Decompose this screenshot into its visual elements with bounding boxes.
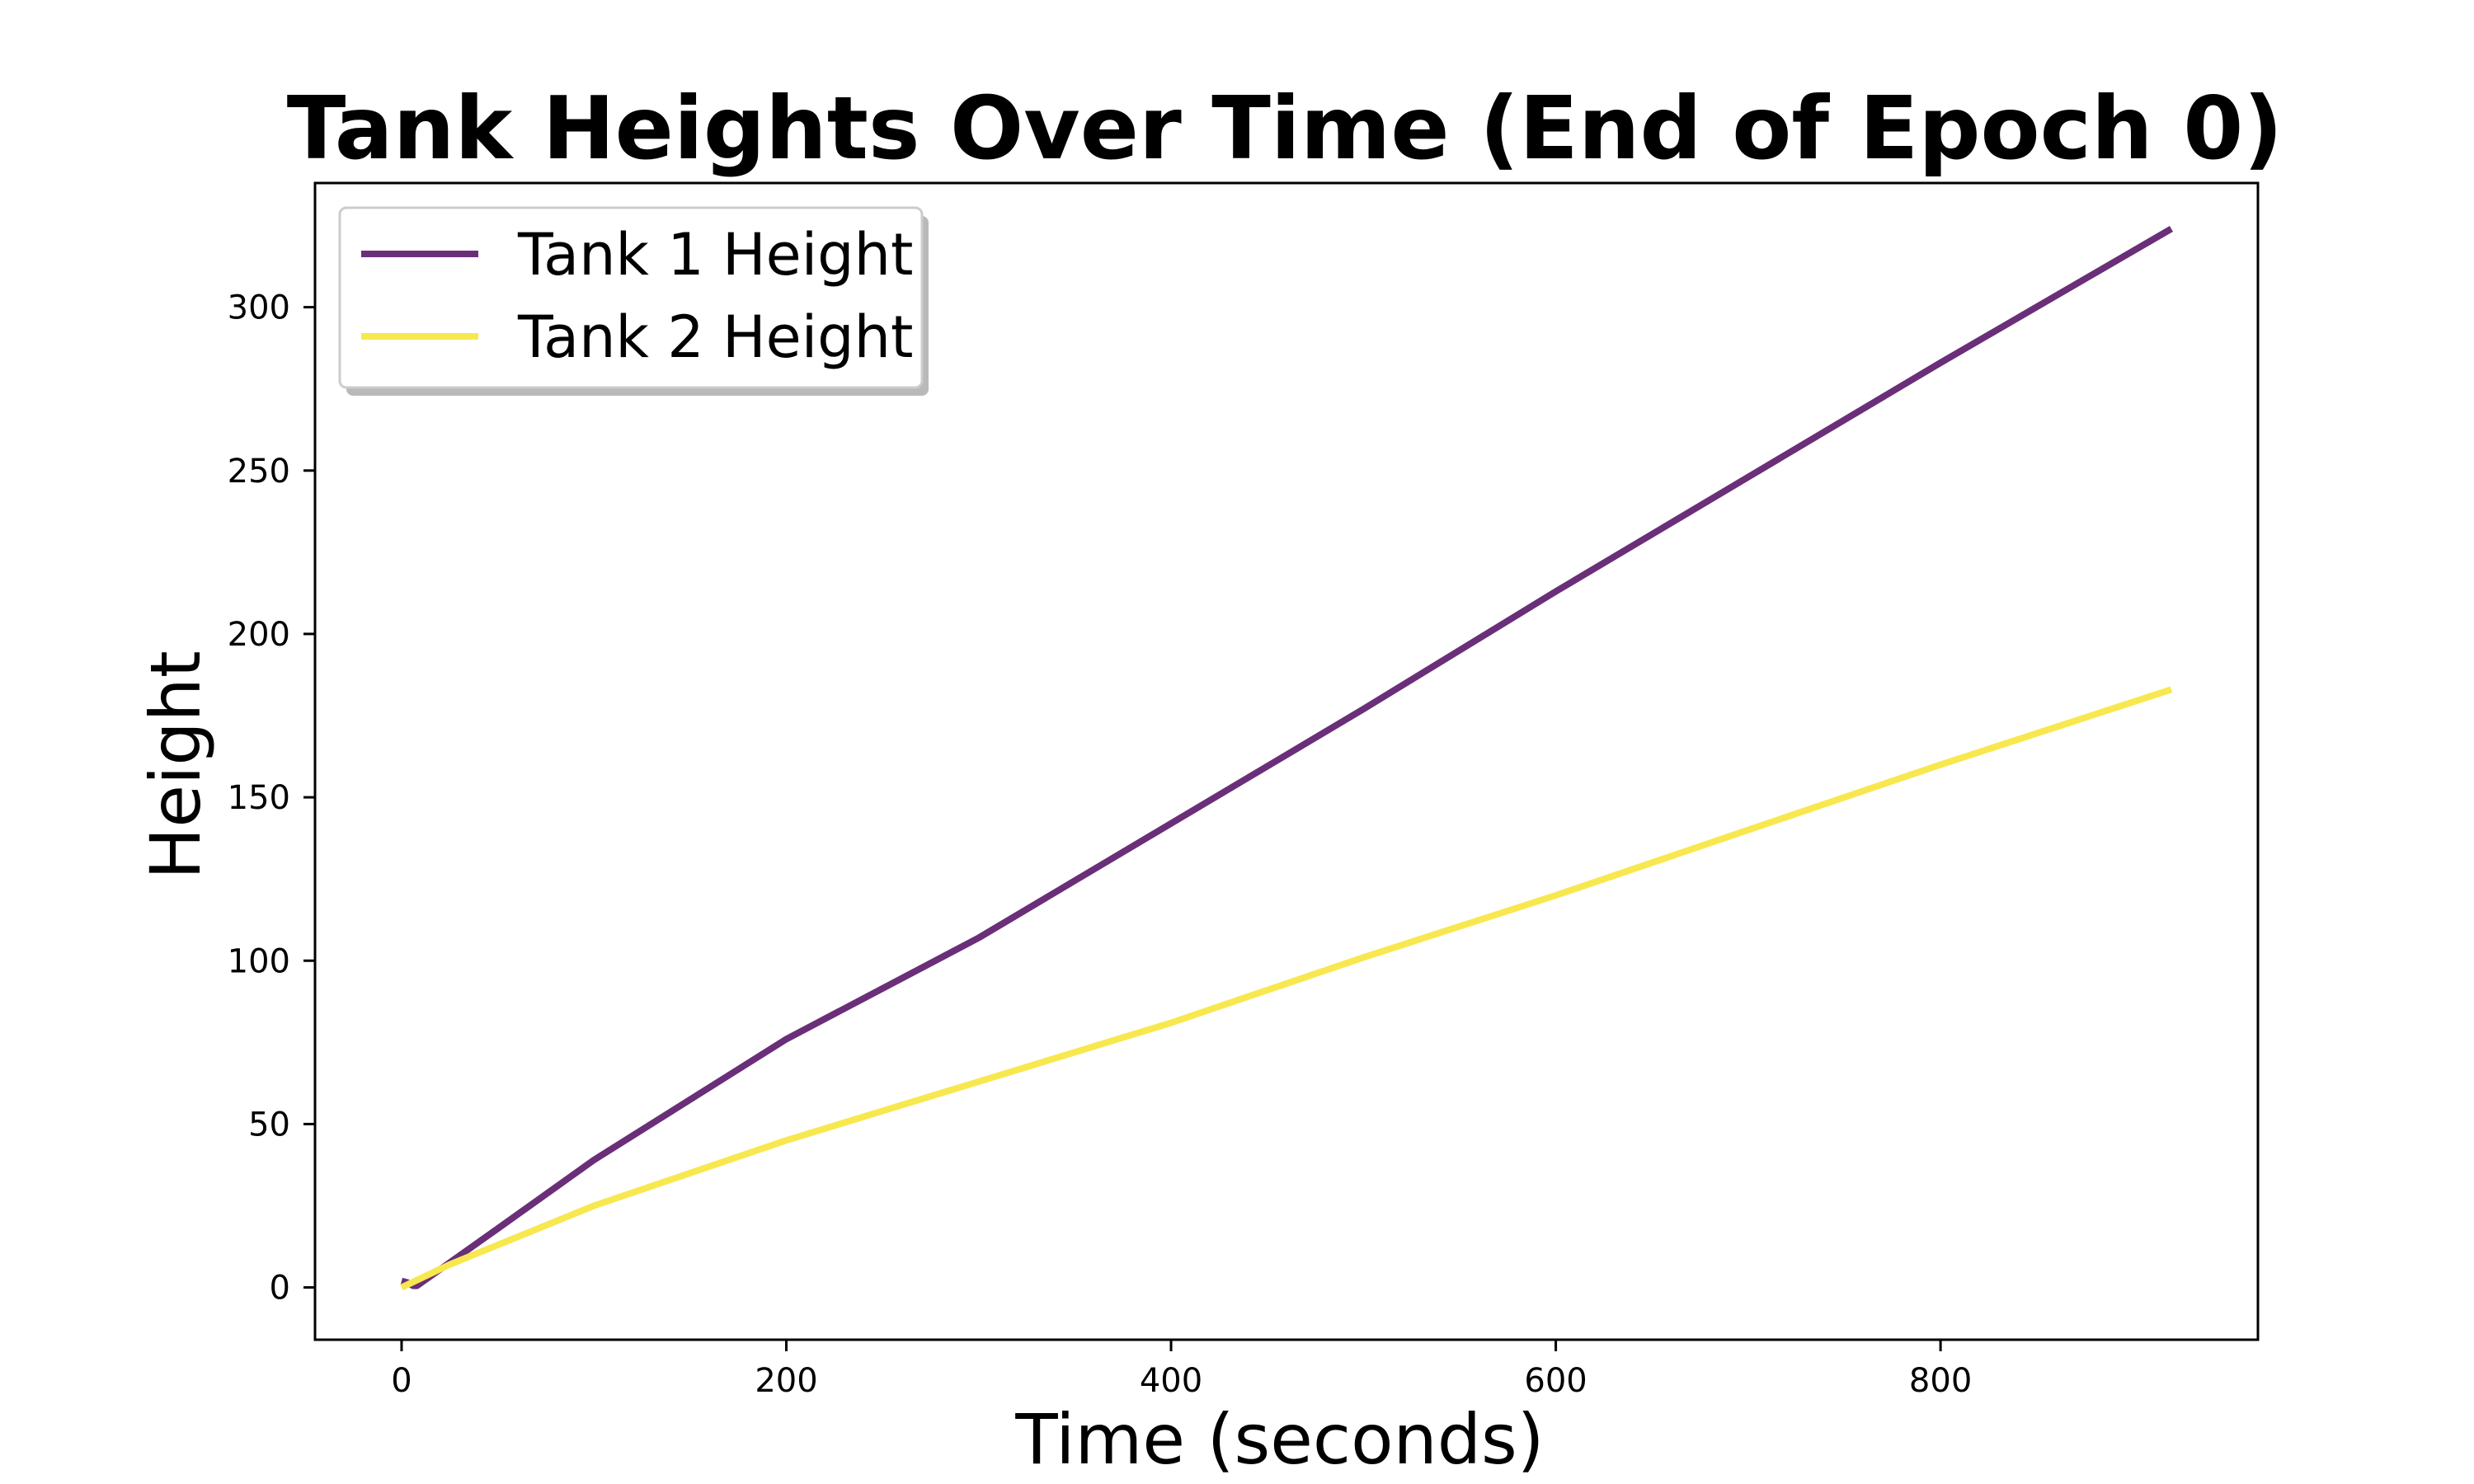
chart-title: Tank Heights Over Time (End of Epoch 0) xyxy=(287,78,2284,179)
y-axis-label: Height xyxy=(135,650,216,880)
series-line-2 xyxy=(400,686,2173,1291)
y-tick-label: 150 xyxy=(228,779,290,817)
y-tick-label: 250 xyxy=(228,453,290,491)
y-tick-label: 0 xyxy=(270,1270,290,1308)
legend-box xyxy=(338,206,924,389)
y-tick-label: 50 xyxy=(248,1106,290,1144)
x-axis: 0 200 400 600 800 xyxy=(391,1340,1972,1400)
y-axis: 0 50 100 150 200 250 300 xyxy=(228,289,315,1308)
legend-label-1: Tank 1 Height xyxy=(517,221,913,289)
y-tick-label: 300 xyxy=(228,289,290,327)
x-tick-label: 200 xyxy=(755,1362,817,1400)
y-tick-label: 200 xyxy=(228,616,290,654)
plot-area xyxy=(313,181,2260,1341)
y-tick-label: 100 xyxy=(228,942,290,980)
legend-label-2: Tank 2 Height xyxy=(517,303,913,371)
legend: Tank 1 Height Tank 2 Height xyxy=(338,206,929,396)
x-tick-label: 600 xyxy=(1524,1362,1587,1400)
x-tick-label: 0 xyxy=(391,1362,412,1400)
x-tick-label: 400 xyxy=(1140,1362,1202,1400)
plot-frame xyxy=(313,181,2260,1341)
series-line-1 xyxy=(400,226,2174,1289)
x-axis-label: Time (seconds) xyxy=(1014,1399,1544,1480)
x-tick-label: 800 xyxy=(1909,1362,1972,1400)
